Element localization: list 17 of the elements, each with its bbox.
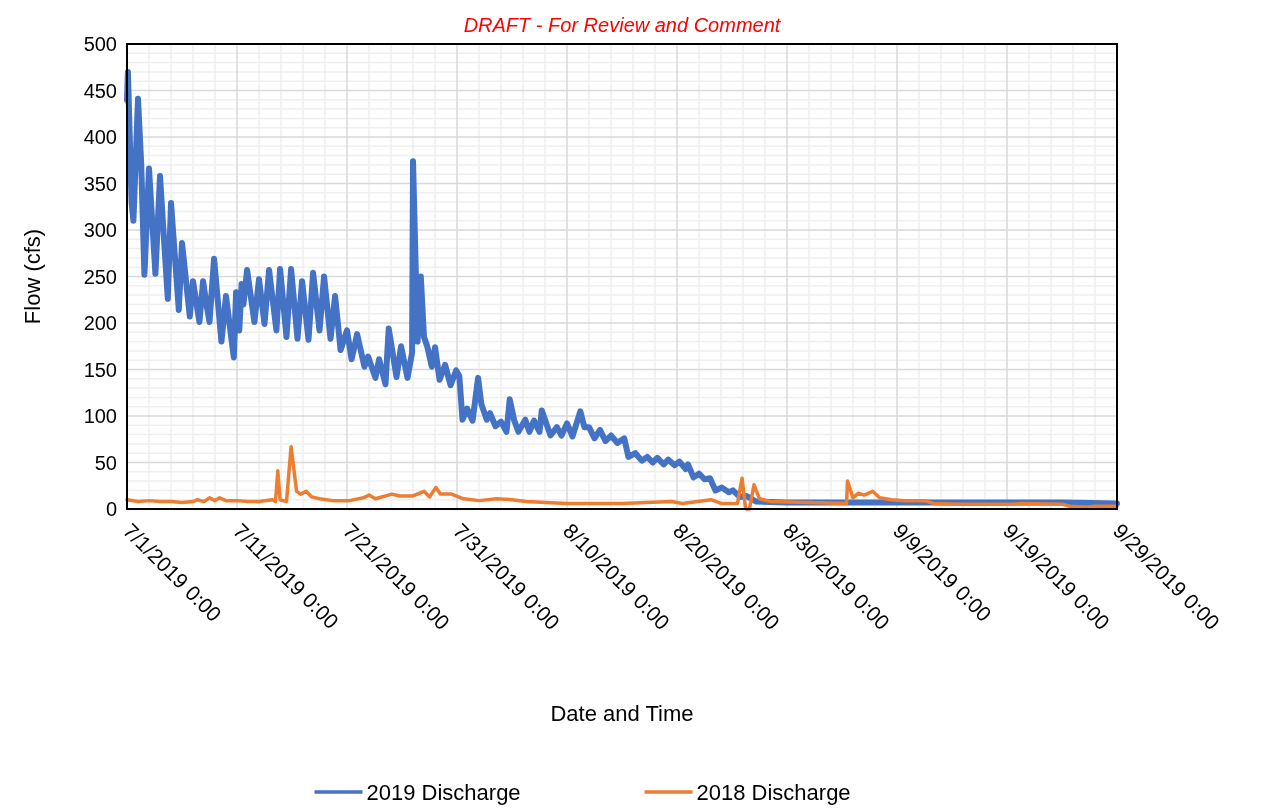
y-tick-label: 300 bbox=[83, 219, 117, 241]
legend-label: 2018 Discharge bbox=[696, 779, 851, 805]
chart-title: DRAFT - For Review and Comment bbox=[463, 14, 782, 36]
legend-label: 2019 Discharge bbox=[366, 779, 521, 805]
y-tick-label: 50 bbox=[94, 451, 117, 474]
y-axis-title: Flow (cfs) bbox=[20, 228, 45, 325]
y-tick-label: 0 bbox=[105, 498, 117, 520]
y-tick-label: 150 bbox=[83, 358, 117, 381]
y-tick-label: 500 bbox=[83, 33, 117, 55]
y-tick-label: 450 bbox=[83, 79, 117, 102]
y-tick-label: 250 bbox=[83, 265, 117, 288]
y-tick-label: 350 bbox=[83, 172, 117, 195]
y-tick-label: 100 bbox=[83, 405, 117, 427]
x-axis-title: Date and Time bbox=[550, 701, 694, 726]
y-tick-label: 200 bbox=[83, 312, 117, 334]
line-series bbox=[125, 444, 1119, 511]
y-tick-label: 400 bbox=[83, 126, 117, 148]
